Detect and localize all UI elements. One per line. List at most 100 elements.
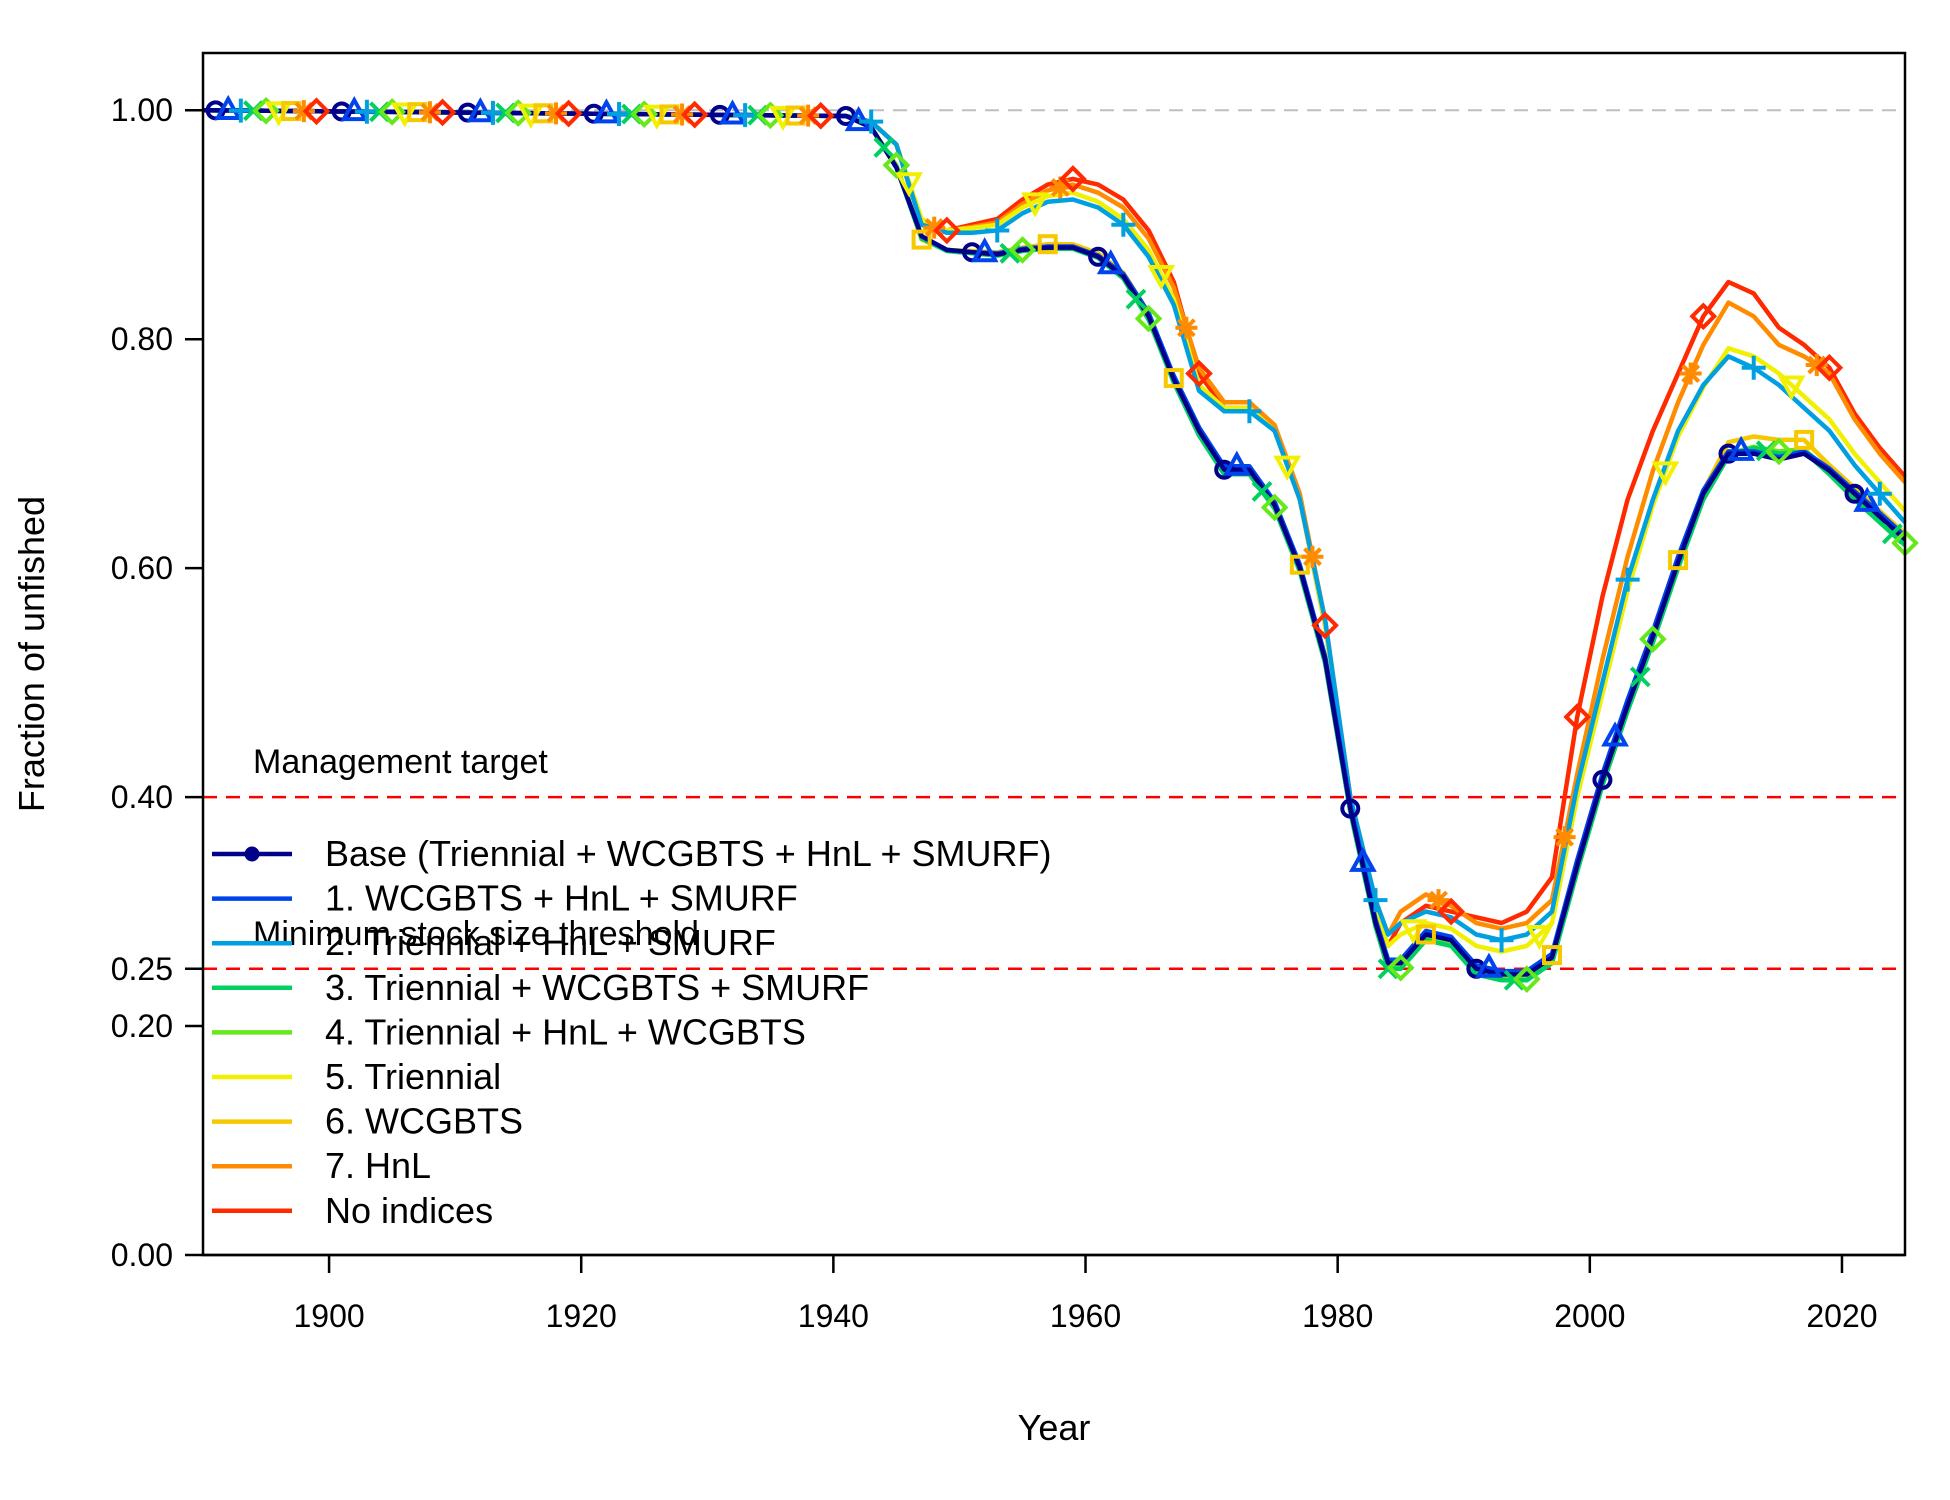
legend-label: 3. Triennial + WCGBTS + SMURF bbox=[325, 967, 869, 1008]
x-tick-label: 1940 bbox=[798, 1298, 869, 1334]
series-point bbox=[1805, 353, 1828, 376]
series-point bbox=[1340, 798, 1361, 819]
series-point bbox=[466, 97, 495, 123]
series-point bbox=[859, 109, 884, 134]
series-point bbox=[1794, 429, 1815, 450]
series-point bbox=[1134, 304, 1163, 333]
series-point bbox=[592, 98, 621, 124]
series-point bbox=[1273, 455, 1302, 481]
series-point bbox=[923, 216, 946, 239]
series-point bbox=[1679, 362, 1702, 385]
series-point bbox=[1237, 399, 1262, 424]
series-point bbox=[1125, 288, 1147, 310]
x-axis: 1900 1920 1940 1960 1980 2000 2020 bbox=[203, 1253, 1905, 1334]
series-point bbox=[1741, 355, 1766, 380]
x-tick-label: 1920 bbox=[546, 1298, 617, 1334]
series-point bbox=[1563, 703, 1592, 731]
series-point bbox=[1601, 721, 1629, 747]
series-point bbox=[302, 97, 331, 126]
x-tick-label: 2020 bbox=[1806, 1298, 1877, 1334]
series-point bbox=[340, 95, 369, 122]
series-point bbox=[1427, 889, 1450, 912]
series-point bbox=[1541, 945, 1562, 966]
series-point bbox=[1415, 924, 1436, 945]
series-point bbox=[1348, 846, 1377, 872]
series-point bbox=[1689, 302, 1718, 331]
series-point bbox=[228, 98, 253, 123]
series-point bbox=[882, 151, 911, 180]
legend-label: 5. Triennial bbox=[325, 1056, 501, 1097]
series-point bbox=[1727, 435, 1755, 461]
y-axis: 0.00 0.20 0.25 0.40 0.60 0.80 1.00 bbox=[111, 92, 203, 1273]
series-point bbox=[895, 172, 923, 198]
series-point bbox=[1437, 897, 1465, 926]
series-point bbox=[1592, 769, 1613, 790]
series-point bbox=[480, 100, 505, 125]
y-axis-title: Fraction of unfished bbox=[11, 496, 52, 812]
minimum-threshold-line-label: Minimum stock size threshold bbox=[253, 915, 699, 953]
y-tick-label: 0.40 bbox=[111, 779, 173, 815]
x-axis-title: Year bbox=[1018, 1407, 1091, 1448]
series-point bbox=[718, 99, 747, 125]
series-point bbox=[1175, 316, 1198, 339]
series-point bbox=[1615, 567, 1640, 592]
series-point bbox=[630, 100, 659, 128]
series-point bbox=[1651, 461, 1680, 487]
legend-marker bbox=[244, 846, 260, 862]
y-tick-label: 1.00 bbox=[111, 92, 173, 128]
series-point bbox=[756, 101, 785, 130]
series-point bbox=[1525, 924, 1554, 951]
series-point bbox=[680, 100, 709, 129]
legend-label: No indices bbox=[325, 1190, 493, 1231]
series-point bbox=[504, 99, 533, 127]
series-point bbox=[1386, 953, 1415, 982]
series-point bbox=[1765, 437, 1793, 466]
series-point bbox=[1553, 826, 1576, 849]
y-tick-label: 0.00 bbox=[111, 1237, 173, 1273]
y-tick-label: 0.20 bbox=[111, 1008, 173, 1044]
series-point bbox=[933, 216, 961, 245]
series-point bbox=[1629, 666, 1651, 688]
series-point bbox=[1668, 550, 1689, 571]
x-tick-label: 2000 bbox=[1554, 1298, 1625, 1334]
series-point bbox=[1639, 625, 1667, 653]
series-point bbox=[1088, 246, 1109, 267]
series-point bbox=[354, 99, 379, 124]
series-point bbox=[1214, 459, 1235, 480]
series-point bbox=[1718, 443, 1739, 464]
series-point bbox=[1163, 368, 1184, 389]
series-point bbox=[1289, 554, 1310, 575]
series-point bbox=[985, 218, 1010, 243]
series-point bbox=[1185, 359, 1213, 388]
series-point bbox=[1301, 545, 1324, 568]
series-point bbox=[1222, 450, 1251, 476]
y-tick-label: 0.60 bbox=[111, 550, 173, 586]
series-point bbox=[1021, 192, 1049, 218]
series-markers bbox=[205, 94, 1919, 993]
series-point bbox=[1037, 234, 1058, 255]
series-point bbox=[1867, 481, 1892, 506]
x-tick-label: 1960 bbox=[1050, 1298, 1121, 1334]
series-point bbox=[378, 98, 406, 126]
series-point bbox=[1777, 375, 1806, 401]
legend-label: 1. WCGBTS + HnL + SMURF bbox=[325, 878, 798, 919]
series-point bbox=[806, 101, 835, 130]
series-point bbox=[1251, 481, 1273, 502]
series-point bbox=[1475, 952, 1503, 978]
series-point bbox=[428, 98, 457, 127]
series-point bbox=[733, 103, 758, 128]
series-point bbox=[1311, 611, 1339, 640]
series-point bbox=[214, 94, 243, 120]
series-point bbox=[970, 237, 999, 263]
series-point bbox=[252, 96, 280, 125]
series-point bbox=[1815, 353, 1844, 382]
legend-label: Base (Triennial + WCGBTS + HnL + SMURF) bbox=[325, 833, 1052, 874]
series-point bbox=[1844, 483, 1865, 504]
legend-label: 7. HnL bbox=[325, 1145, 431, 1186]
series-point bbox=[1260, 493, 1289, 522]
reference-labels: Management target Minimum stock size thre… bbox=[253, 743, 699, 953]
series-point bbox=[873, 137, 895, 158]
legend-label: 2. Triennial + HnL + SMURF bbox=[325, 922, 776, 963]
management-target-line-label: Management target bbox=[253, 743, 548, 781]
legend: Base (Triennial + WCGBTS + HnL + SMURF)1… bbox=[212, 833, 1052, 1231]
